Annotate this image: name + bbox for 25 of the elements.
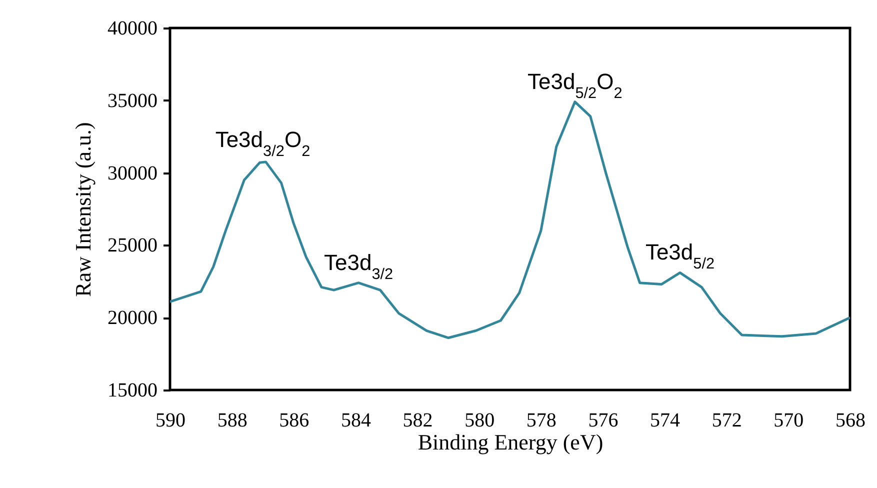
x-tick-label: 568 [836,410,866,432]
x-tick-label: 584 [340,410,371,432]
x-tick-label: 578 [526,410,556,432]
annotation: Te3d$_{5/2}$ [645,240,715,272]
annotation: Te3d$_{5/2}$O$_{2}$ [528,68,622,102]
y-tick-label: 20000 [108,307,158,330]
x-tick-label: 570 [774,410,804,432]
x-axis-title: Binding Energy (eV) [418,430,604,454]
x-tick-label: 576 [588,410,618,432]
y-tick-label: 30000 [108,162,158,184]
y-tick-label: 35000 [108,90,158,112]
y-tick-label: 40000 [108,18,158,40]
annotation: Te3d$_{3/2}$ [324,250,394,282]
line-series [170,100,850,340]
x-tick-label: 586 [279,410,310,432]
x-tick-label: 588 [217,410,248,432]
y-tick-label: 15000 [108,380,158,402]
y-tick-label: 25000 [108,234,158,257]
x-tick-label: 590 [156,410,186,432]
x-tick-label: 580 [464,410,495,432]
x-tick-label: 574 [650,410,680,432]
x-tick-label: 582 [402,410,433,432]
y-axis-title: Raw Intensity (a.u.) [70,122,96,297]
annotation: Te3d$_{3/2}$O$_{2}$ [215,126,310,160]
x-tick-label: 572 [712,410,742,432]
